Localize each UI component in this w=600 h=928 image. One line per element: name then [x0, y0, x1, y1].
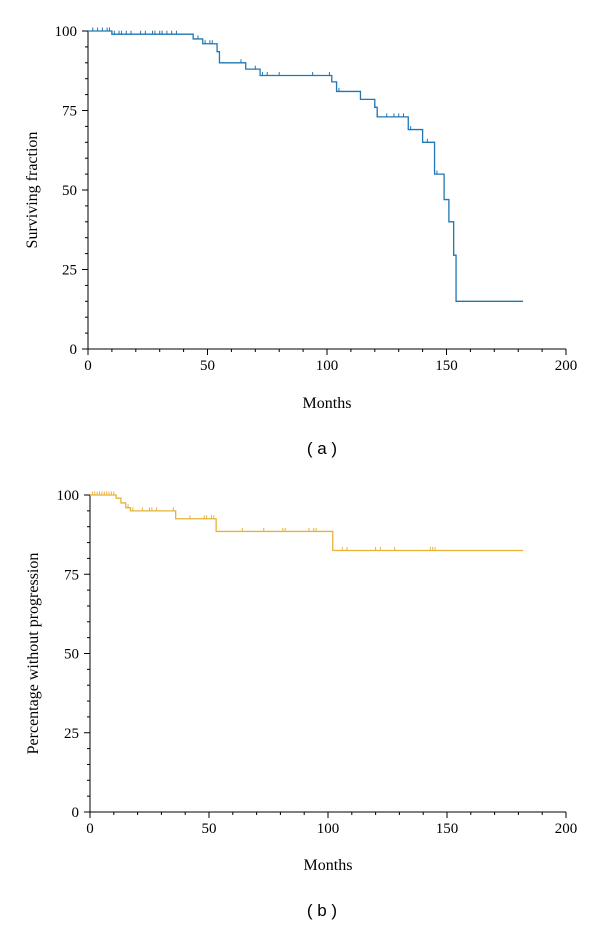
panel-a-survival-curve [88, 30, 523, 302]
panel-a-label: ( a ) [307, 439, 337, 458]
panel-a-y-tick-label: 100 [55, 24, 78, 40]
panel-b-x-tick-label: 0 [86, 821, 94, 837]
panel-a-y-axis-label: Surviving fraction [24, 132, 41, 249]
panel-b-survival-curve [90, 494, 524, 552]
panel-a-chart: 0 50 100 150 200 0 25 50 75 100 Months Surviving fr… [24, 24, 577, 458]
panel-a-y-tick-label: 75 [62, 104, 77, 120]
panel-a-x-tick-label: 200 [555, 358, 578, 374]
panel-b-x-tick-label: 150 [436, 821, 459, 837]
panel-b-y-tick-label: 75 [64, 567, 79, 583]
panel-b-y-tick-label: 0 [72, 805, 80, 821]
panel-b-x-tick-label: 100 [317, 821, 340, 837]
panel-b-x-axis-label: Months [304, 857, 353, 874]
panel-b-x-tick-label: 200 [555, 821, 578, 837]
panel-a-y-tick-label: 0 [70, 342, 78, 358]
panel-b-y-axis-label: Percentage without progression [25, 553, 42, 755]
panel-a-x-tick-label: 150 [435, 358, 458, 374]
panel-a-x-axis-label: Months [303, 395, 352, 412]
panel-a-y-tick-label: 25 [62, 263, 77, 279]
panel-b-y-tick-label: 25 [64, 726, 79, 742]
panel-a-y-tick-label: 50 [62, 183, 77, 199]
panel-a-x-tick-label: 50 [200, 358, 215, 374]
panel-b-y-tick-label: 50 [64, 647, 79, 663]
panel-b-label: ( b ) [307, 901, 337, 920]
panel-b-chart: 0 50 100 150 200 0 25 50 75 100 Months Percentage w… [25, 488, 577, 920]
panel-b-x-tick-label: 50 [202, 821, 217, 837]
panel-a-x-tick-label: 0 [84, 358, 92, 374]
panel-b-y-tick-label: 100 [57, 488, 80, 504]
panel-a-x-tick-label: 100 [316, 358, 339, 374]
